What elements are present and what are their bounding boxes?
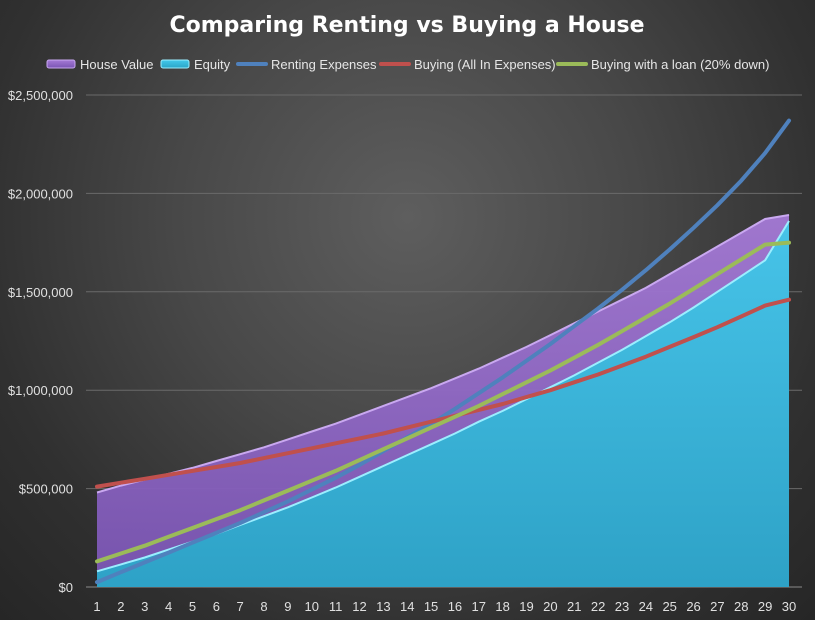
line-series (95, 118, 791, 585)
x-tick-label: 4 (165, 599, 172, 614)
area-series (96, 214, 790, 587)
x-tick-label: 21 (567, 599, 581, 614)
y-tick-label: $500,000 (19, 482, 73, 497)
x-tick-label: 5 (189, 599, 196, 614)
x-axis: 1 2 3 4 5 6 7 8 9 10 11 12 13 14 15 16 17 18 19 20 21 22 23 24 2… (93, 599, 796, 614)
y-tick-label: $1,000,000 (8, 383, 73, 398)
chart-title: Comparing Renting vs Buying a House (169, 13, 644, 38)
buying-all-in-expenses-line (95, 297, 791, 489)
x-tick-label: 17 (472, 599, 486, 614)
equity-area (97, 221, 789, 587)
x-tick-label: 16 (448, 599, 462, 614)
x-tick-label: 18 (495, 599, 509, 614)
x-tick-label: 9 (284, 599, 291, 614)
x-tick-label: 30 (782, 599, 796, 614)
x-tick-label: 6 (213, 599, 220, 614)
x-tick-label: 1 (93, 599, 100, 614)
house-value-area-edge (96, 214, 790, 494)
x-tick-label: 3 (141, 599, 148, 614)
x-tick-label: 15 (424, 599, 438, 614)
legend-label: Renting Expenses (271, 57, 377, 72)
x-tick-label: 22 (591, 599, 605, 614)
legend-item-house-value: House Value (46, 57, 153, 72)
y-tick-label: $2,000,000 (8, 186, 73, 201)
legend-swatch (46, 59, 76, 69)
x-tick-label: 29 (758, 599, 772, 614)
y-tick-label: $0 (59, 580, 73, 595)
x-tick-label: 7 (237, 599, 244, 614)
x-tick-label: 25 (662, 599, 676, 614)
renting-expenses-line (95, 118, 791, 585)
x-tick-label: 26 (686, 599, 700, 614)
x-tick-label: 24 (639, 599, 653, 614)
x-tick-label: 13 (376, 599, 390, 614)
legend-label: House Value (80, 57, 153, 72)
x-tick-label: 28 (734, 599, 748, 614)
y-tick-label: $2,500,000 (8, 88, 73, 103)
legend-item-buying-all-in-expenses: Buying (All In Expenses) (379, 57, 556, 72)
legend: House Value Equity Renting Expenses Buying … (46, 57, 770, 72)
x-tick-label: 10 (305, 599, 319, 614)
legend-item-buying-with-a-loan-20-down: Buying with a loan (20% down) (556, 57, 770, 72)
x-tick-label: 11 (329, 599, 343, 614)
y-tick-label: $1,500,000 (8, 285, 73, 300)
x-tick-label: 14 (400, 599, 414, 614)
x-tick-label: 20 (543, 599, 557, 614)
legend-item-renting-expenses: Renting Expenses (236, 57, 377, 72)
legend-label: Equity (194, 57, 231, 72)
x-tick-label: 27 (710, 599, 724, 614)
buying-with-a-loan-20-down-line (95, 240, 791, 564)
legend-item-equity: Equity (160, 57, 231, 72)
x-tick-label: 19 (519, 599, 533, 614)
legend-label: Buying with a loan (20% down) (591, 57, 770, 72)
x-tick-label: 8 (260, 599, 267, 614)
y-axis: $0 $500,000 $1,000,000 $1,500,000 $2,000,000… (8, 88, 73, 595)
x-tick-label: 23 (615, 599, 629, 614)
x-tick-label: 12 (352, 599, 366, 614)
x-tick-label: 2 (117, 599, 124, 614)
legend-label: Buying (All In Expenses) (414, 57, 556, 72)
legend-swatch (160, 59, 190, 69)
